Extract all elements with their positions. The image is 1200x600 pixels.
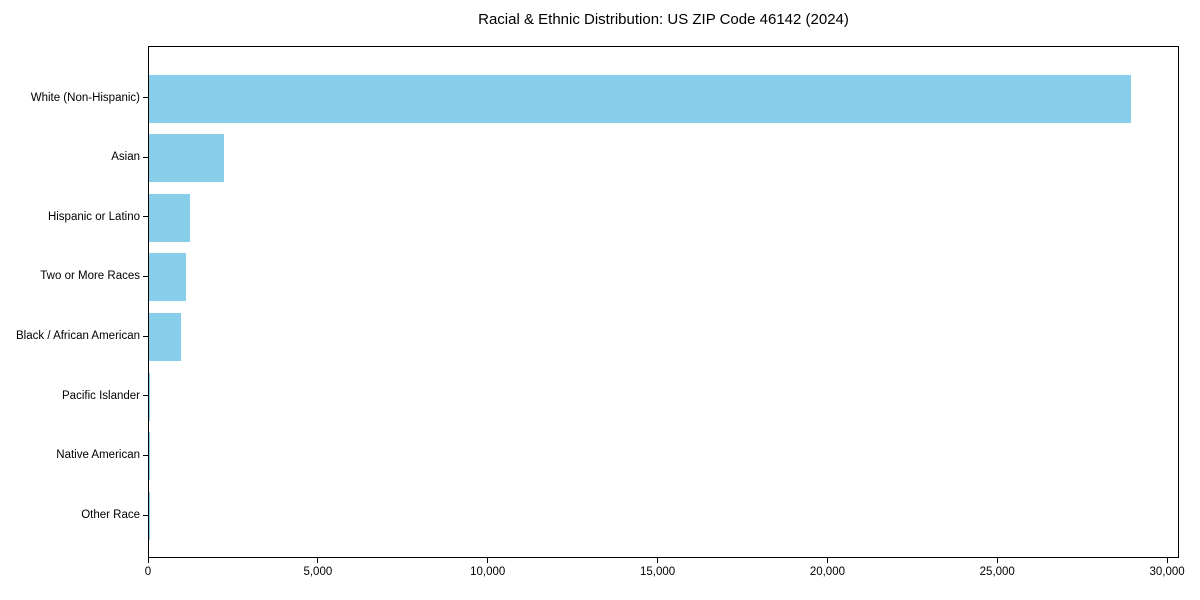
bar xyxy=(149,74,1131,123)
bar xyxy=(149,193,190,242)
x-tick-mark xyxy=(487,558,489,563)
y-tick-mark xyxy=(143,97,148,98)
y-tick-mark xyxy=(143,335,148,337)
y-tick-label: Native American xyxy=(56,449,140,462)
x-tick-mark xyxy=(826,558,828,563)
chart-title: Racial & Ethnic Distribution: US ZIP Cod… xyxy=(478,11,849,28)
y-tick-label: Hispanic or Latino xyxy=(47,210,140,223)
x-tick-mark xyxy=(996,558,998,563)
y-tick-mark xyxy=(143,216,148,218)
x-tick-label: 25,000 xyxy=(979,566,1015,578)
x-tick-label: 10,000 xyxy=(470,566,506,578)
x-tick-label: 5,000 xyxy=(303,566,333,578)
y-tick-mark xyxy=(143,395,148,397)
x-tick-label: 20,000 xyxy=(809,566,845,578)
y-tick-label: Black / African American xyxy=(16,330,140,343)
y-tick-mark xyxy=(143,156,148,158)
y-tick-mark xyxy=(143,275,148,277)
y-tick-mark xyxy=(143,514,148,516)
x-tick-mark xyxy=(147,558,149,563)
y-tick-label: Pacific Islander xyxy=(62,389,140,402)
y-tick-label: White (Non-Hispanic) xyxy=(30,91,140,104)
bar xyxy=(149,313,182,362)
bar xyxy=(149,432,150,481)
plot-area xyxy=(148,46,1179,558)
x-tick-label: 15,000 xyxy=(639,566,676,578)
y-tick-mark xyxy=(143,454,148,456)
x-tick-label: 30,000 xyxy=(1149,566,1185,578)
y-tick-label: Asian xyxy=(111,151,140,164)
bar xyxy=(149,372,151,421)
bar xyxy=(149,134,224,183)
x-tick-mark xyxy=(317,558,319,563)
y-tick-label: Two or More Races xyxy=(40,270,140,283)
y-tick-label: Other Race xyxy=(81,509,140,522)
x-tick-mark xyxy=(657,558,659,563)
x-tick-mark xyxy=(1166,558,1168,563)
bar xyxy=(149,253,187,302)
x-tick-label: 0 xyxy=(144,566,152,578)
